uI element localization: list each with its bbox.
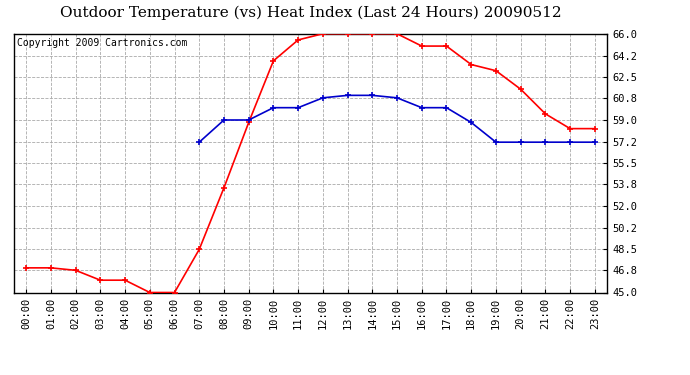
Text: Copyright 2009 Cartronics.com: Copyright 2009 Cartronics.com <box>17 38 187 48</box>
Text: Outdoor Temperature (vs) Heat Index (Last 24 Hours) 20090512: Outdoor Temperature (vs) Heat Index (Las… <box>60 6 561 20</box>
